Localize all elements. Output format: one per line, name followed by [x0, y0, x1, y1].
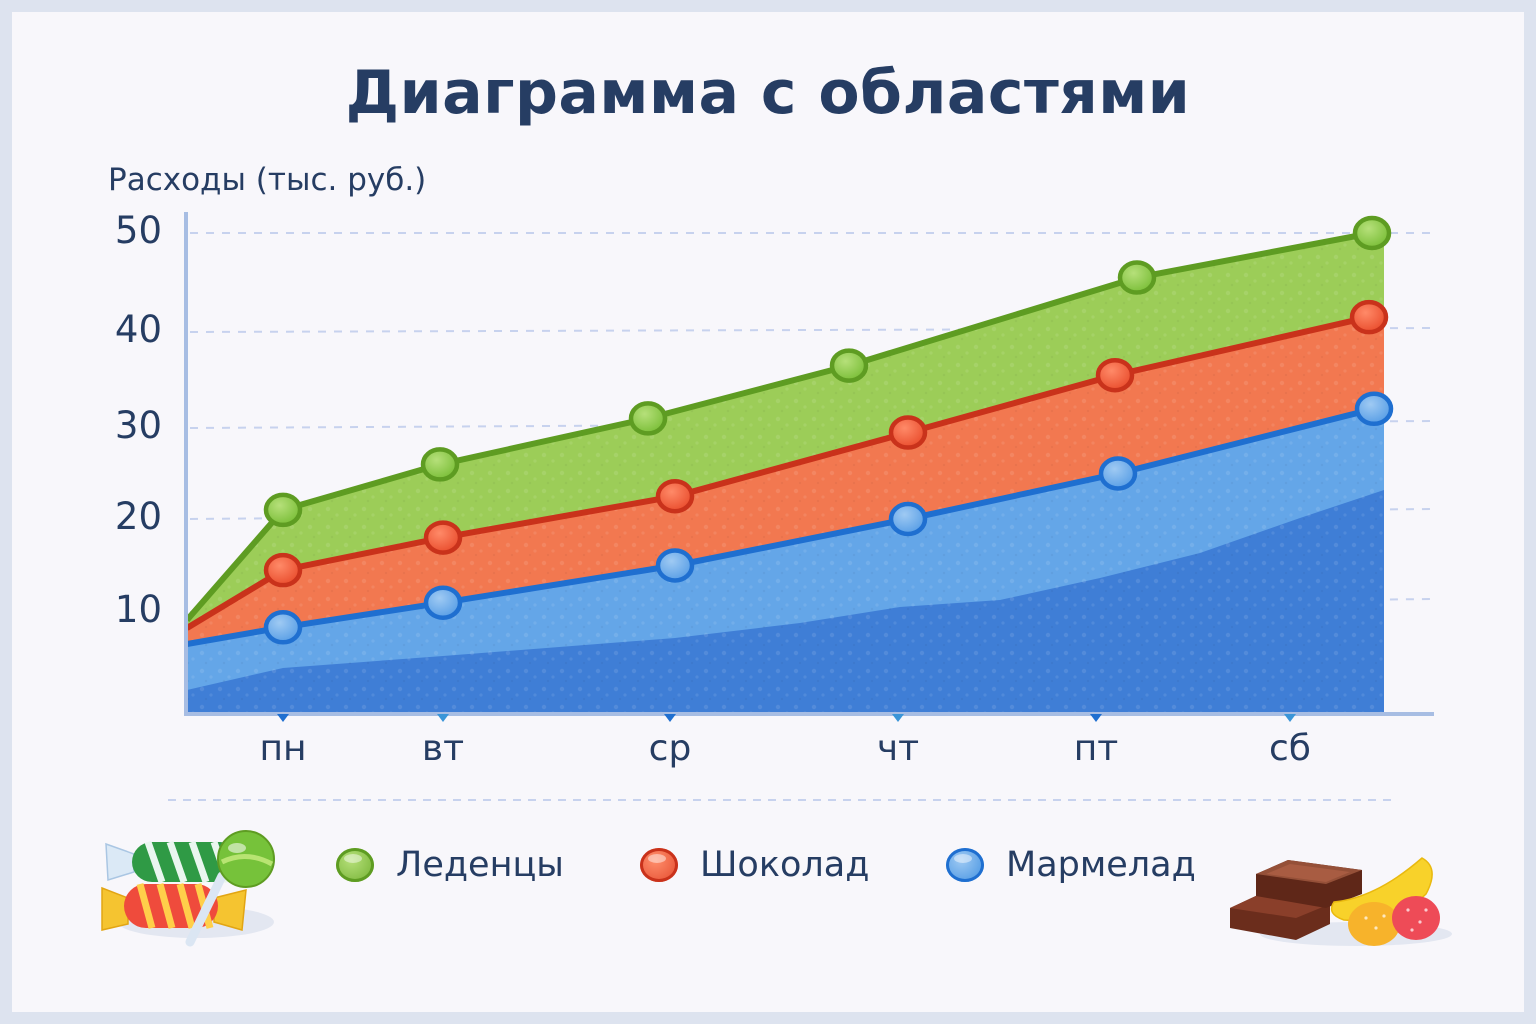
x-tick-marks [277, 714, 1296, 722]
data-point-marker [1117, 260, 1157, 295]
y-tick-label: 50 [114, 209, 162, 252]
y-tick-label: 10 [114, 588, 162, 631]
legend-label: Шоколад [700, 845, 870, 885]
x-tick-label: пн [259, 728, 307, 769]
data-point-marker [655, 548, 695, 583]
data-point-marker [1095, 357, 1135, 393]
data-point-marker [829, 348, 869, 383]
y-tick-label: 20 [114, 495, 162, 538]
chart-title: Диаграмма с областями [345, 58, 1191, 128]
x-tick-label: ср [648, 728, 692, 769]
chocolate-marmalade-illustration-icon [1230, 857, 1452, 946]
data-point-marker [1352, 215, 1392, 251]
x-tick-mark [277, 714, 289, 722]
candies-illustration-icon [101, 830, 275, 947]
data-point-marker [655, 479, 695, 514]
data-point-marker [888, 501, 928, 537]
legend-label: Мармелад [1006, 845, 1196, 885]
legend-item-shokolad: Шоколад [640, 842, 869, 888]
x-tick-label: пт [1073, 728, 1119, 769]
data-point-marker [263, 552, 303, 588]
y-axis-label: Расходы (тыс. руб.) [108, 162, 427, 198]
x-tick-mark [892, 714, 904, 722]
x-tick-mark [1090, 714, 1102, 722]
x-tick-mark [1284, 714, 1296, 722]
x-tick-mark [664, 714, 676, 722]
x-tick-label: вт [421, 728, 465, 769]
legend-item-ledentsy: Леденцы [336, 842, 564, 888]
data-point-marker [263, 610, 303, 645]
data-point-marker [1349, 299, 1389, 335]
data-point-marker [423, 585, 463, 620]
red-candy-icon [640, 848, 678, 882]
green-candy-icon [336, 848, 374, 882]
x-tick-mark [437, 714, 449, 722]
legend-label: Леденцы [396, 845, 564, 885]
data-point-marker [263, 492, 303, 528]
data-point-marker [420, 447, 460, 482]
y-tick-label: 30 [114, 404, 162, 447]
data-point-marker [888, 415, 928, 450]
legend-item-marmelad: Мармелад [946, 842, 1196, 888]
x-tick-label: чт [876, 728, 920, 769]
data-point-marker [423, 520, 463, 555]
data-point-marker [1354, 391, 1394, 427]
x-tick-label: сб [1269, 728, 1311, 769]
data-point-marker [1098, 456, 1138, 491]
y-tick-label: 40 [114, 308, 162, 351]
data-point-marker [628, 401, 668, 436]
data-point-markers [263, 215, 1394, 645]
blue-candy-icon [946, 848, 984, 882]
area-marmelad [187, 408, 1384, 712]
